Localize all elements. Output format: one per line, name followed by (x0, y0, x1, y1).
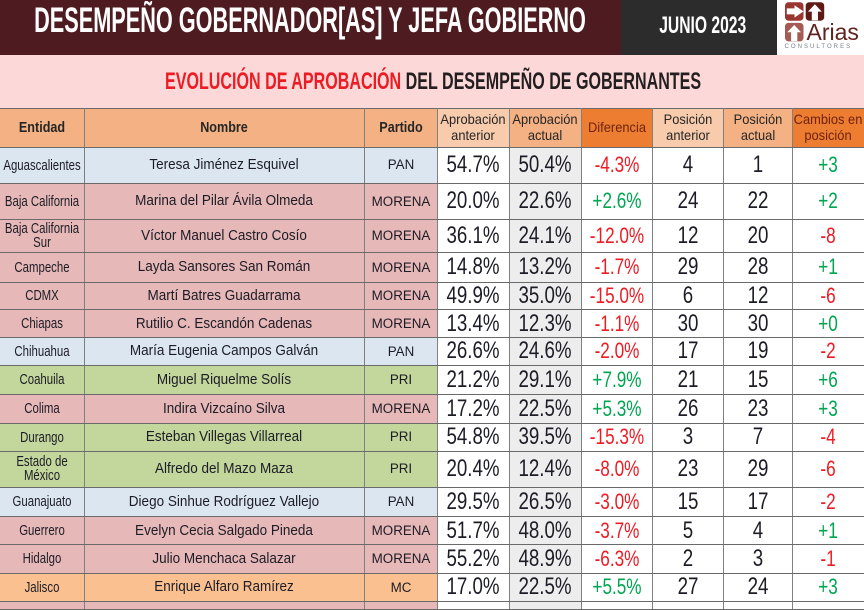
svg-text:CONSULTORES: CONSULTORES (785, 44, 853, 50)
svg-text:Arias: Arias (807, 19, 859, 45)
